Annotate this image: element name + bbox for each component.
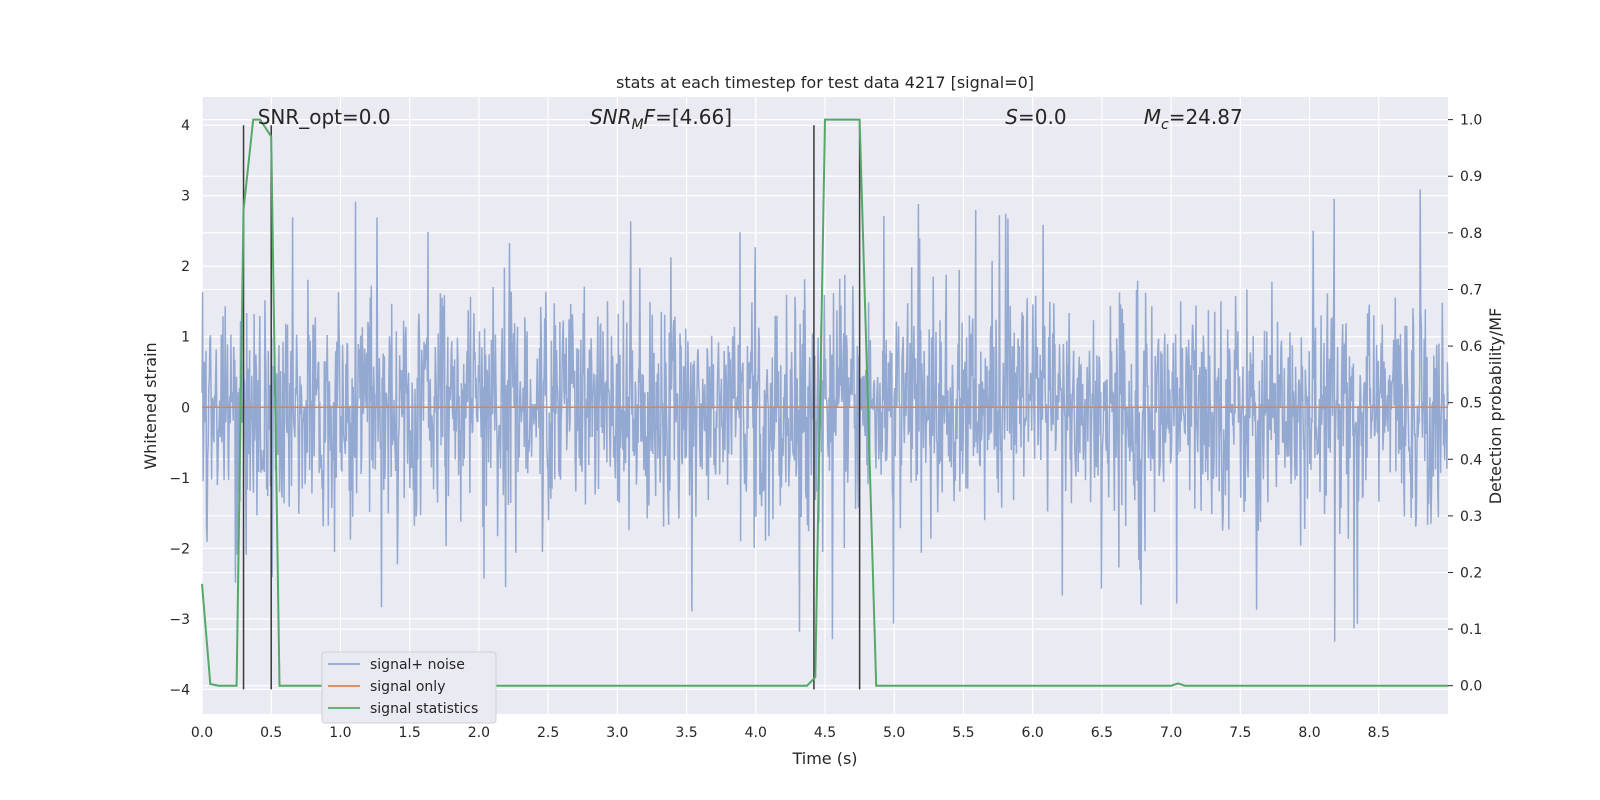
x-tick-label: 7.0 [1160, 725, 1182, 741]
annotation: Mc=24.87 [1144, 105, 1243, 133]
x-tick-label: 4.5 [814, 725, 836, 741]
y2-tick-labels: 0.0 0.1 0.2 0.3 0.4 0.5 0.6 0.7 0.8 0.9 1.0 [1448, 113, 1482, 695]
y2-tick-label: 0.0 [1460, 679, 1482, 695]
legend-label-signal-only: signal only [370, 679, 445, 695]
x-axis-label: Time (s) [791, 749, 857, 768]
y-tick-label: 0 [181, 400, 190, 416]
y2-tick-label: 0.4 [1460, 452, 1482, 468]
x-tick-label: 2.0 [468, 725, 490, 741]
legend-box [321, 651, 497, 724]
series-line-signal-noise [201, 189, 1449, 642]
y2-tick-label: 1.0 [1460, 113, 1482, 129]
chart-title: stats at each timestep for test data 421… [616, 73, 1034, 92]
x-tick-label: 6.0 [1022, 725, 1044, 741]
y2-tick-label: 0.2 [1460, 565, 1482, 581]
x-tick-label: 4.0 [745, 725, 767, 741]
series-signal-noise [201, 189, 1449, 642]
annotations: SNR_opt=0.0 SNRMF=[4.66] S=0.0 Mc=24.87 [258, 105, 1243, 133]
y-tick-labels: −4 −3 −2 −1 0 1 2 3 4 [169, 118, 190, 698]
legend: signal+ noise signal only signal statist… [321, 651, 497, 724]
y2-tick-label: 0.8 [1460, 226, 1482, 242]
y-tick-label: −4 [169, 682, 190, 698]
x-tick-label: 3.0 [606, 725, 628, 741]
y-tick-label: 1 [181, 330, 190, 346]
x-tick-label: 1.5 [399, 725, 421, 741]
x-tick-labels: 0.0 0.5 1.0 1.5 2.0 2.5 3.0 3.5 4.0 4.5 5.0 5.5 6.0 6… [191, 725, 1390, 741]
x-tick-label: 1.0 [329, 725, 351, 741]
y2-axis-label: Detection probability/MF [1486, 308, 1505, 505]
x-tick-label: 5.0 [883, 725, 905, 741]
legend-label-signal-noise: signal+ noise [370, 657, 465, 673]
x-tick-label: 5.5 [952, 725, 974, 741]
annotation: SNRMF=[4.66] [590, 105, 732, 133]
y2-tick-label: 0.3 [1460, 509, 1482, 525]
x-tick-label: 8.5 [1368, 725, 1390, 741]
annotation: SNR_opt=0.0 [258, 105, 391, 129]
series-line-signal-statistics [201, 118, 1448, 687]
y2-tick-label: 0.6 [1460, 339, 1482, 355]
y-tick-label: 3 [181, 189, 190, 205]
y2-tick-label: 0.5 [1460, 396, 1482, 412]
x-tick-label: 2.5 [537, 725, 559, 741]
y2-tick-label: 0.7 [1460, 282, 1482, 298]
y2-tick-label: 0.9 [1460, 169, 1482, 185]
y-tick-label: −1 [169, 471, 190, 487]
x-tick-label: 0.5 [260, 725, 282, 741]
y-tick-label: −3 [169, 612, 190, 628]
x-tick-label: 8.0 [1298, 725, 1320, 741]
x-tick-label: 3.5 [675, 725, 697, 741]
x-tick-label: 7.5 [1229, 725, 1251, 741]
y-tick-label: −2 [169, 541, 190, 557]
y-tick-label: 4 [181, 118, 190, 134]
annotation: S=0.0 [1005, 105, 1066, 129]
series-signal-statistics [201, 118, 1448, 687]
x-tick-label: 0.0 [191, 725, 213, 741]
y-tick-label: 2 [181, 259, 190, 275]
y2-tick-label: 0.1 [1460, 622, 1482, 638]
legend-label-signal-statistics: signal statistics [370, 701, 478, 717]
x-tick-label: 6.5 [1091, 725, 1113, 741]
y-axis-label: Whitened strain [141, 342, 160, 469]
